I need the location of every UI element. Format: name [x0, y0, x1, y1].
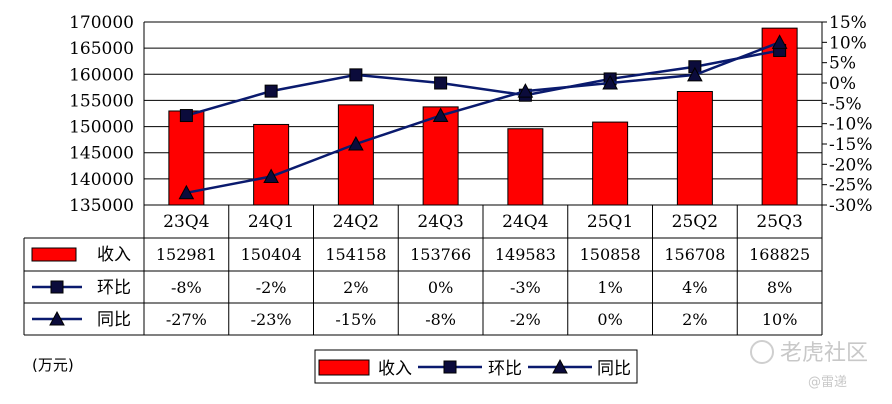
qoq-point [179, 109, 193, 123]
right-tick-label: 0% [829, 74, 856, 94]
yoy-point [348, 135, 364, 151]
table-cell: 153766 [410, 245, 471, 264]
left-tick-label: 145000 [69, 144, 134, 164]
right-tick-label: 10% [829, 33, 867, 53]
row-label: 收入 [97, 245, 131, 265]
left-tick-label: 155000 [69, 91, 134, 111]
bar-25Q1 [592, 121, 629, 206]
left-tick-label: 150000 [69, 118, 134, 138]
line-yoy [186, 41, 781, 195]
yoy-point [432, 107, 449, 123]
table-cell: 149583 [495, 245, 556, 264]
right-tick-label: 5% [829, 54, 856, 74]
left-tick-label: 160000 [69, 65, 134, 85]
watermark: 老虎社区 @雷递 [750, 340, 868, 390]
table-cell: -23% [251, 310, 292, 329]
table-cell: 152981 [156, 245, 217, 264]
table-cell: -2% [510, 310, 541, 329]
right-tick-label: 15% [829, 13, 867, 33]
qoq-point [264, 84, 278, 98]
table-cell: 4% [682, 278, 707, 297]
category-label: 25Q3 [756, 212, 802, 232]
table-cell: 156708 [664, 245, 725, 264]
ratio-lines [178, 34, 788, 200]
table-cell: -3% [510, 278, 541, 297]
bar-25Q3 [761, 27, 798, 206]
bar-24Q3 [422, 106, 459, 206]
right-tick-label: -5% [829, 94, 862, 114]
legend-revenue-label: 收入 [378, 359, 412, 379]
square-marker-icon [50, 280, 64, 294]
left-axis-ticks: 135000 140000 145000 150000 155000 160000 1650… [69, 13, 134, 216]
table-cell: 2% [682, 310, 707, 329]
triangle-marker-icon [49, 310, 65, 326]
legend-qoq-label: 环比 [488, 359, 522, 379]
line-qoq [186, 49, 780, 117]
table-cell: -15% [335, 310, 376, 329]
left-tick-label: 140000 [69, 170, 134, 190]
bar-24Q1 [253, 123, 290, 206]
yoy-point [517, 83, 534, 98]
table-cell: 0% [428, 278, 453, 297]
category-label: 24Q4 [502, 212, 548, 232]
table-cell: -8% [171, 278, 202, 297]
grid-lines [143, 21, 823, 206]
bar-25Q2 [676, 90, 713, 206]
revenue-key-swatch [31, 247, 77, 262]
watermark-brand: 老虎社区 [780, 341, 868, 366]
table-cell: 150858 [580, 245, 641, 264]
yoy-point [263, 168, 279, 184]
table-cell: 1% [597, 278, 622, 297]
right-tick-label: -20% [829, 155, 873, 175]
right-tick-label: -10% [829, 115, 873, 135]
left-tick-label: 170000 [69, 13, 134, 33]
qoq-point [434, 76, 448, 90]
legend-square-marker-icon [443, 360, 457, 374]
table-cell: -2% [256, 278, 287, 297]
unit-label: (万元) [32, 356, 74, 374]
bar-24Q2 [337, 104, 374, 206]
category-label: 25Q2 [672, 212, 718, 232]
right-tick-label: -25% [829, 176, 873, 196]
right-tick-label: -15% [829, 135, 873, 155]
yoy-point [602, 74, 618, 90]
right-axis-ticks: -30%-25%-20%-15%-10%-5%0%5%10%15% [822, 13, 873, 216]
watermark-author: @雷递 [808, 375, 847, 390]
table-cell: -27% [166, 310, 207, 329]
table-cell: 150404 [241, 245, 302, 264]
category-label: 23Q4 [163, 212, 209, 232]
category-label: 24Q2 [333, 212, 379, 232]
legend: 收入 环比 同比 [314, 349, 638, 384]
watermark-logo-icon [750, 340, 774, 364]
table-cell: 2% [343, 278, 368, 297]
table-cell: 154158 [325, 245, 386, 264]
table-cell: 10% [762, 310, 798, 329]
left-tick-label: 135000 [69, 196, 134, 216]
category-label: 24Q1 [248, 212, 294, 232]
legend-revenue-swatch [318, 359, 370, 376]
bar-24Q4 [507, 128, 544, 206]
legend-yoy-label: 同比 [597, 359, 631, 379]
legend-triangle-marker-icon [552, 358, 568, 374]
table-cell: -8% [425, 310, 456, 329]
yoy-point [771, 34, 788, 49]
yoy-point [178, 184, 195, 200]
table-cell: 8% [767, 278, 792, 297]
row-label: 环比 [97, 278, 131, 298]
table-cell: 168825 [749, 245, 810, 264]
table-cell: 0% [597, 310, 622, 329]
left-tick-label: 165000 [69, 39, 134, 59]
category-label: 25Q1 [587, 212, 633, 232]
data-table: 23Q4 24Q1 24Q2 24Q3 24Q4 25Q1 25Q2 25Q3 收入 152981… [23, 204, 823, 336]
right-tick-label: -30% [829, 196, 873, 216]
qoq-point [349, 68, 363, 82]
yoy-point [687, 66, 703, 82]
row-label: 同比 [97, 310, 131, 330]
category-label: 24Q3 [417, 212, 463, 232]
